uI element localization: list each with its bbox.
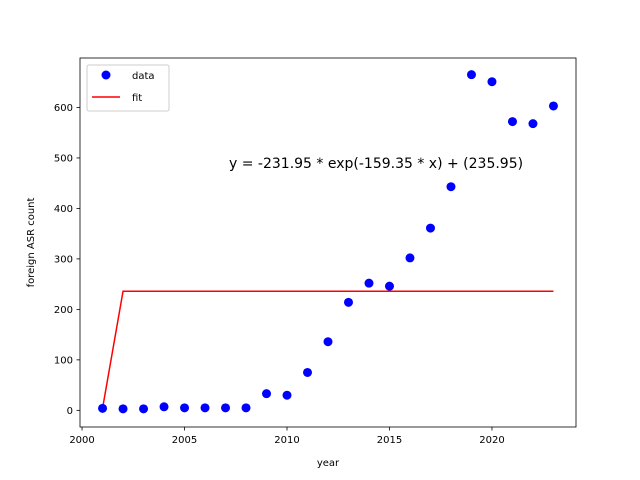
x-tick-label: 2010	[274, 435, 299, 446]
data-point	[446, 182, 456, 192]
y-tick-label: 600	[54, 103, 73, 114]
data-point	[262, 389, 272, 399]
x-tick-label: 2015	[377, 435, 402, 446]
fit-line	[101, 290, 554, 409]
x-axis: 2000 2005 2010 2015 2020	[69, 427, 505, 446]
x-tick-label: 2005	[172, 435, 197, 446]
legend-marker-data	[101, 70, 111, 80]
data-point	[384, 281, 394, 291]
data-point	[303, 367, 313, 377]
data-point	[425, 223, 435, 233]
data-point	[548, 101, 558, 111]
data-point	[180, 403, 190, 413]
data-point	[405, 253, 415, 263]
y-axis: 0 100 200 300 400 500 600	[54, 103, 80, 417]
data-point	[98, 403, 108, 413]
x-axis-label: year	[317, 458, 340, 469]
data-point	[200, 403, 210, 413]
y-tick-label: 100	[54, 355, 73, 366]
legend-label-fit: fit	[132, 93, 142, 104]
data-point	[507, 117, 517, 127]
data-point	[241, 403, 251, 413]
plot-area	[98, 70, 558, 414]
legend-box	[86, 64, 170, 112]
data-point	[139, 404, 149, 414]
fit-equation-annotation: y = -231.95 * exp(-159.35 * x) + (235.95…	[229, 156, 523, 172]
data-point	[159, 402, 169, 412]
legend: data fit	[86, 64, 170, 112]
y-tick-label: 200	[54, 305, 73, 316]
axes-frame	[79, 57, 577, 428]
x-tick-label: 2000	[69, 435, 94, 446]
legend-label-data: data	[132, 71, 155, 82]
data-point	[323, 337, 333, 347]
y-tick-label: 300	[54, 254, 73, 265]
data-point	[221, 403, 231, 413]
data-point	[487, 77, 497, 87]
y-tick-label: 400	[54, 204, 73, 215]
data-point	[364, 278, 374, 288]
data-point	[466, 70, 476, 80]
y-tick-label: 0	[67, 406, 73, 417]
data-point	[343, 297, 353, 307]
data-point	[282, 390, 292, 400]
x-tick-label: 2020	[479, 435, 504, 446]
y-tick-label: 500	[54, 153, 73, 164]
data-point	[528, 119, 538, 129]
data-point	[118, 404, 128, 414]
y-axis-label: foreign ASR count	[26, 197, 37, 287]
